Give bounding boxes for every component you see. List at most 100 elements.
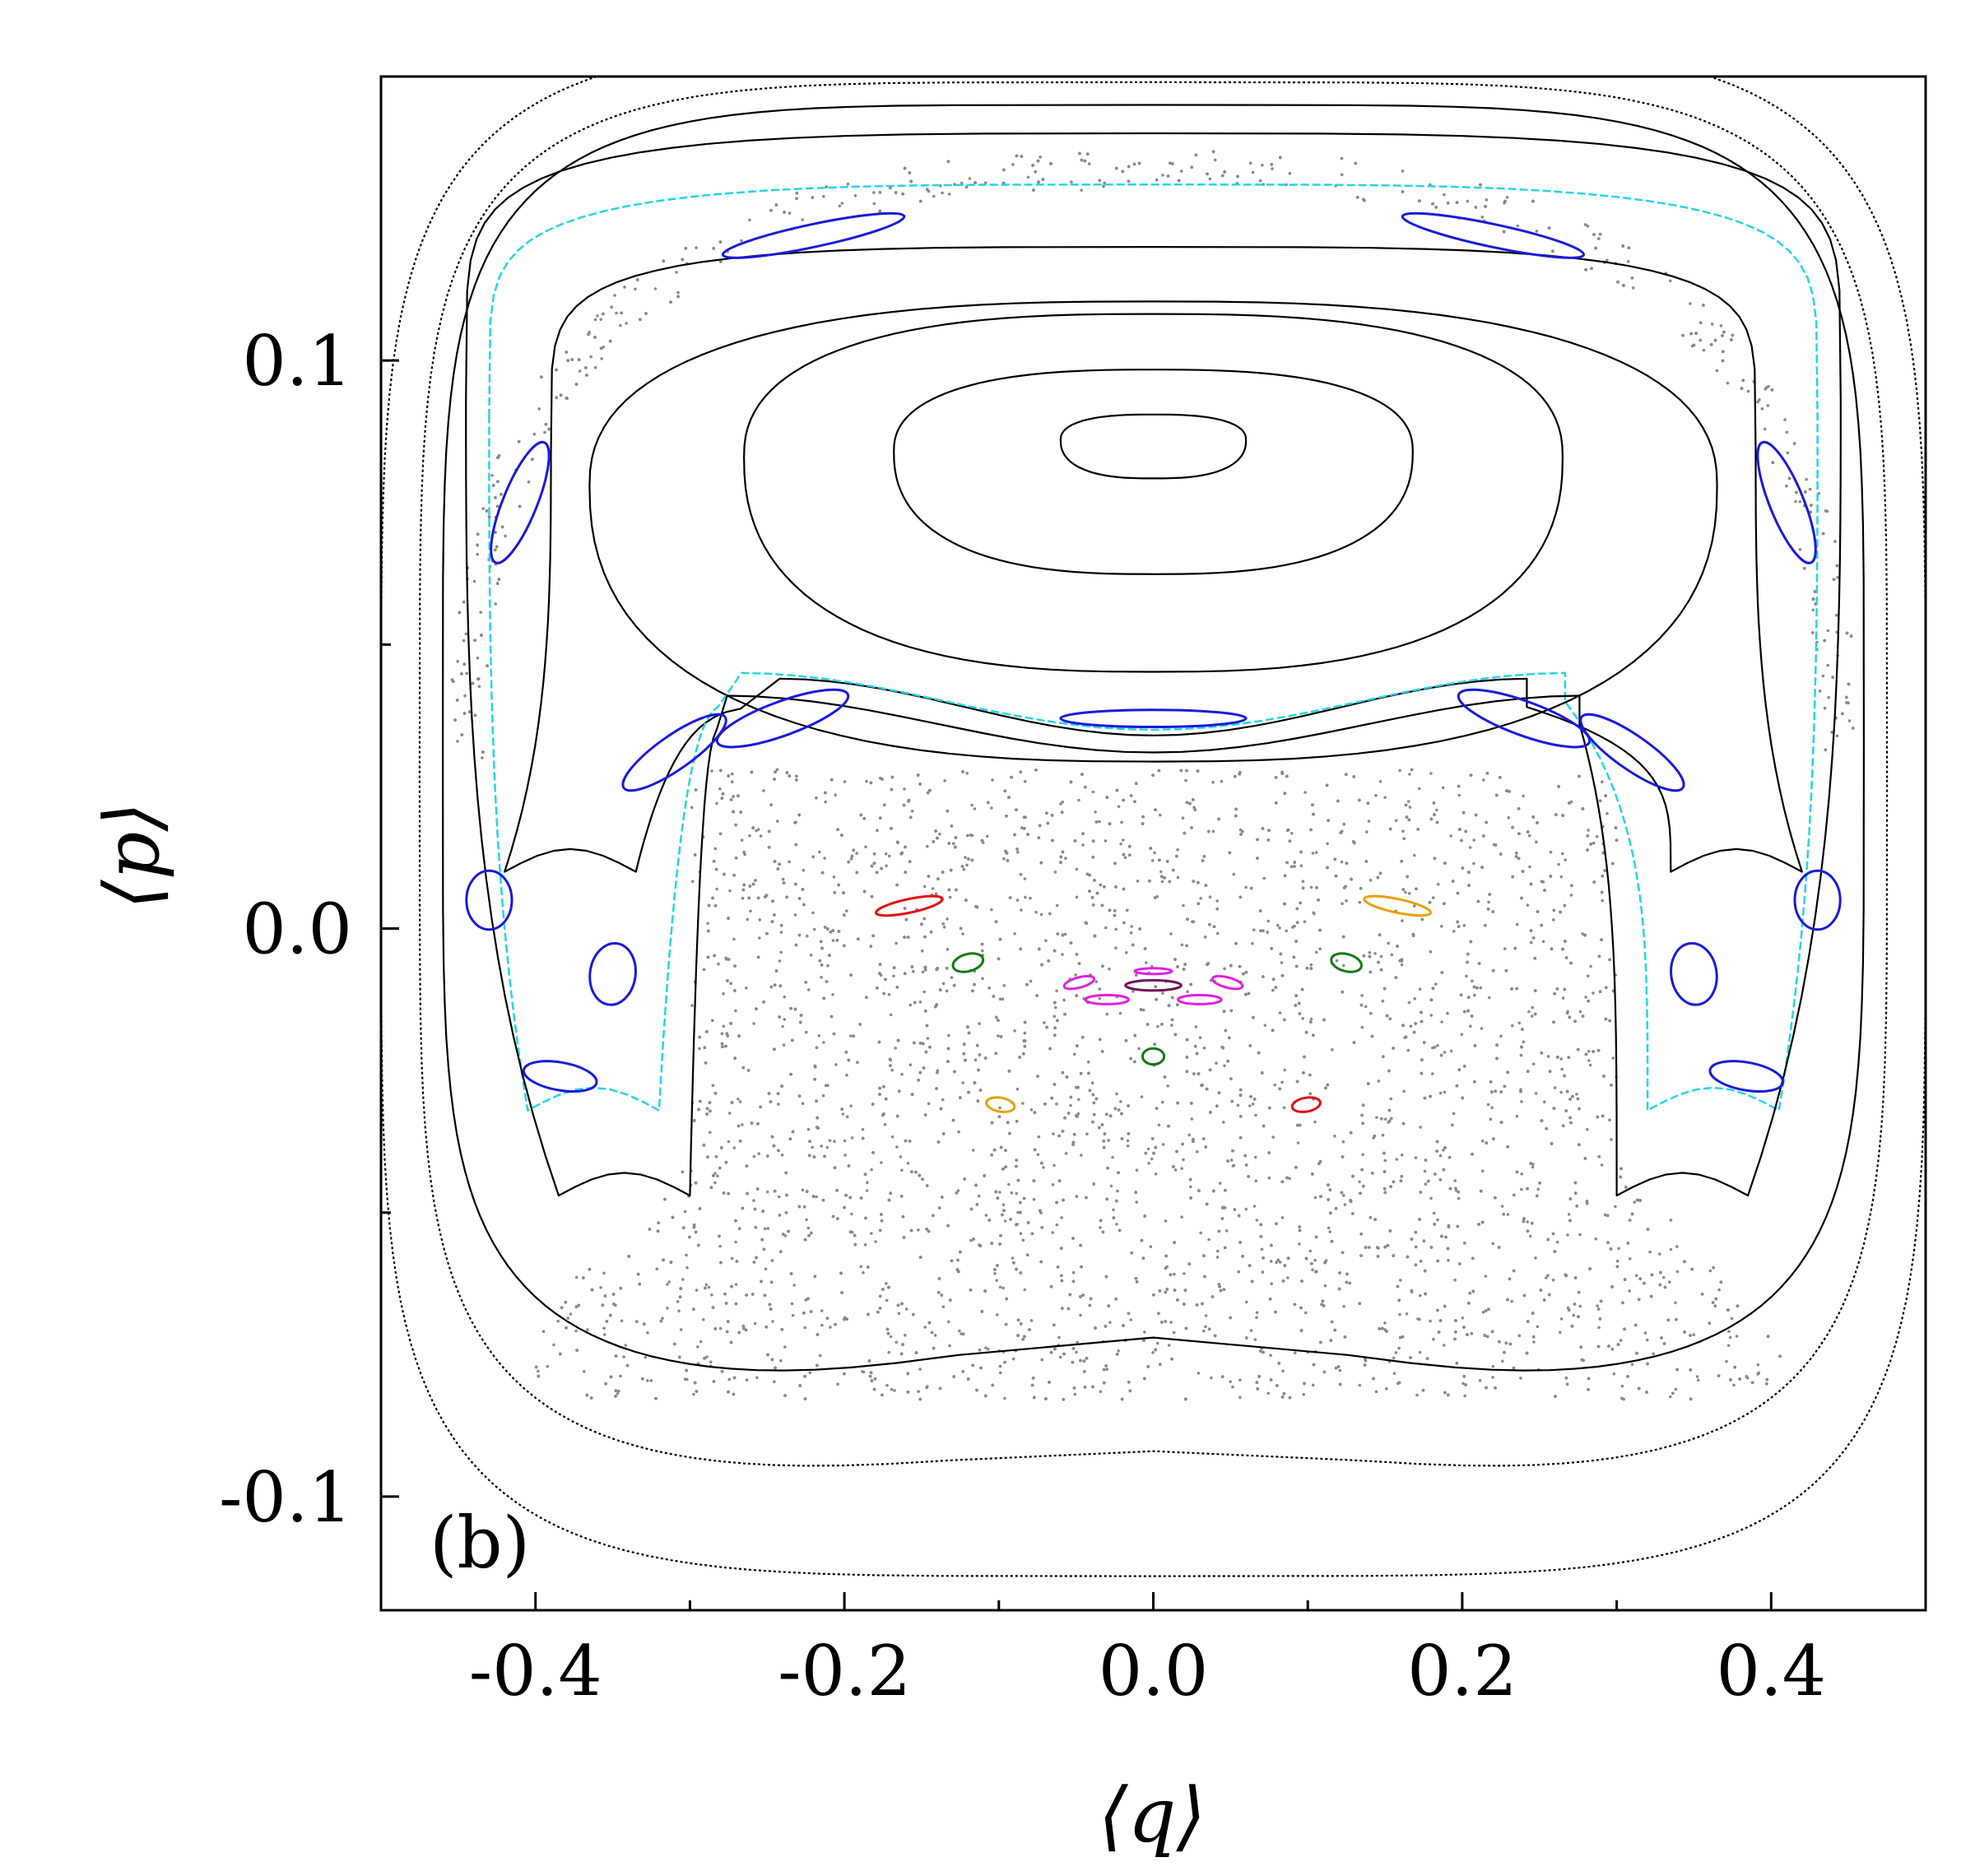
chaos-point: [1147, 1162, 1150, 1165]
chaos-point: [1280, 1080, 1284, 1084]
chaos-point: [1536, 1325, 1540, 1329]
chaos-point: [462, 600, 466, 604]
chaos-point: [1342, 1305, 1345, 1308]
chaos-point: [889, 1013, 893, 1017]
chaos-point: [1402, 1089, 1406, 1094]
chaos-point: [779, 1359, 783, 1363]
chaos-point: [1075, 867, 1079, 871]
chaos-point: [1692, 1333, 1696, 1336]
chaos-point: [1575, 1093, 1578, 1096]
chaos-point: [1215, 1061, 1218, 1065]
chaos-point: [613, 294, 616, 297]
chaos-point: [1278, 926, 1281, 930]
chaos-point: [921, 950, 924, 953]
chaos-point: [1446, 1011, 1449, 1015]
chaos-point: [1161, 991, 1164, 995]
chaos-point: [904, 1334, 907, 1337]
chaos-point: [1210, 1376, 1213, 1380]
chaos-point: [702, 1318, 705, 1321]
chaos-point: [1055, 903, 1059, 908]
chaos-point: [922, 990, 926, 994]
chaos-point: [1486, 1103, 1490, 1107]
chaos-point: [855, 852, 858, 855]
chaos-point: [1397, 1346, 1401, 1350]
chaos-point: [1823, 706, 1827, 710]
chaos-point: [727, 1377, 731, 1381]
chaos-point: [462, 638, 466, 643]
chaos-point: [1407, 892, 1411, 895]
chaos-point: [793, 913, 797, 917]
chaos-point: [1053, 871, 1057, 874]
chaos-point: [805, 1030, 808, 1034]
chaos-point: [776, 820, 779, 823]
chaos-point: [1053, 1015, 1057, 1019]
chaos-point: [1398, 769, 1401, 773]
chaos-point: [1725, 1359, 1728, 1363]
chaos-point: [1248, 1104, 1252, 1107]
chaos-point: [822, 1041, 825, 1044]
chaos-point: [1313, 1258, 1317, 1262]
chaos-point: [593, 365, 597, 369]
chaos-point: [831, 939, 835, 942]
chaos-point: [1282, 1106, 1286, 1109]
chaos-point: [677, 1309, 681, 1313]
chaos-point: [1455, 1189, 1458, 1192]
chaos-point: [995, 1279, 998, 1282]
chaos-point: [1532, 1340, 1536, 1344]
chaos-point: [890, 1135, 895, 1139]
chaos-point: [1535, 840, 1538, 843]
chaos-point: [1535, 230, 1539, 233]
chaos-point: [695, 246, 698, 249]
chaos-point: [766, 1227, 770, 1230]
chaos-point: [1406, 1048, 1410, 1052]
chaos-point: [802, 868, 806, 872]
chaos-point: [1251, 941, 1254, 945]
chaos-point: [1077, 798, 1080, 802]
chaos-point: [1360, 994, 1364, 997]
chaos-point: [1581, 932, 1584, 936]
chaos-point: [1564, 858, 1567, 861]
chaos-point: [1085, 1132, 1089, 1135]
chaos-point: [863, 1243, 867, 1247]
chaos-point: [1528, 865, 1531, 869]
chaos-point: [1440, 925, 1443, 928]
chaos-point: [1011, 1256, 1015, 1260]
chaos-point: [1258, 179, 1262, 183]
chaos-point: [1003, 1396, 1006, 1400]
chaos-point: [1129, 1318, 1133, 1321]
chaos-point: [1717, 1288, 1721, 1292]
chaos-point: [1013, 932, 1016, 936]
chaos-point: [1130, 925, 1133, 928]
chaos-point: [1536, 1187, 1540, 1191]
chaos-point: [1010, 1191, 1014, 1195]
chaos-point: [1244, 1207, 1248, 1211]
chaos-point: [755, 829, 758, 833]
chaos-point: [1552, 918, 1555, 922]
chaos-point: [850, 1212, 853, 1216]
chaos-point: [1457, 1196, 1461, 1200]
chaos-point: [1487, 900, 1490, 904]
chaos-point: [983, 181, 988, 184]
chaos-point: [616, 1392, 620, 1395]
chaos-point: [783, 1345, 787, 1349]
chaos-point: [1560, 1067, 1564, 1071]
chaos-point: [838, 204, 842, 208]
chaos-point: [783, 995, 786, 999]
chaos-point: [1252, 928, 1256, 931]
chaos-point: [1249, 1329, 1253, 1332]
chaos-point: [779, 950, 783, 954]
chaos-point: [1499, 1034, 1503, 1038]
chaos-point: [781, 1024, 784, 1029]
chaos-point: [1541, 940, 1545, 944]
chaos-point: [1115, 1223, 1118, 1226]
chaos-point: [892, 974, 895, 977]
chaos-point: [737, 1098, 740, 1101]
chaos-point: [1180, 1215, 1183, 1219]
chaos-point: [1208, 895, 1212, 899]
chaotic-dots: [450, 150, 1855, 1401]
chaos-point: [780, 1154, 784, 1157]
chaos-point: [1378, 780, 1382, 783]
chaos-point: [1358, 900, 1362, 904]
chaos-point: [1341, 964, 1345, 968]
chaos-point: [864, 845, 867, 849]
